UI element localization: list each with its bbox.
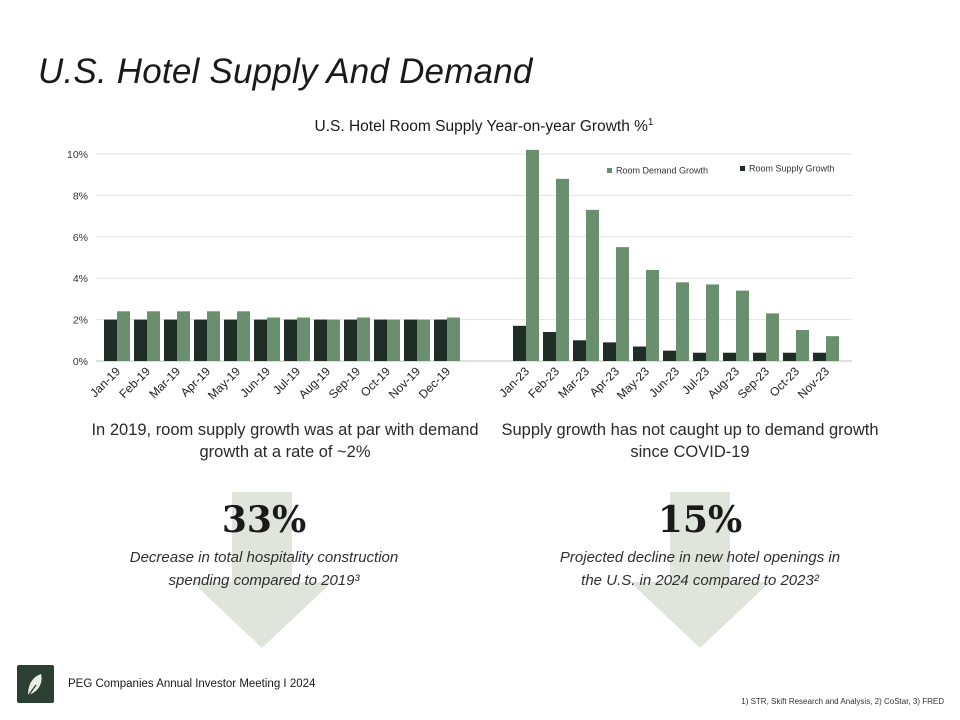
bar-demand-oct-19 [387,319,400,361]
bar-demand-aug-23 [736,290,749,361]
bar-supply-may-23 [633,346,646,361]
y-tick-label: 8% [73,190,88,202]
chart-title: U.S. Hotel Room Supply Year-on-year Grow… [315,117,654,135]
bar-demand-jan-19 [117,311,130,361]
bar-supply-apr-19 [194,319,207,361]
chart-legend: Room Demand Growth Room Supply Growth [607,164,835,176]
x-tick-label: Mar-23 [555,364,592,401]
x-tick-label: Feb-19 [116,364,153,401]
bar-demand-aug-19 [327,319,340,361]
chart-y-ticks: 0% 2% 4% 6% 8% 10% [67,149,88,368]
bar-supply-jul-19 [284,319,297,361]
x-tick-label: Aug-23 [705,364,742,401]
bar-supply-sep-23 [753,352,766,361]
x-tick-label: Jun-19 [237,364,273,400]
bar-supply-sep-19 [344,319,357,361]
x-tick-label: Jan-23 [496,364,532,400]
bar-supply-nov-19 [404,319,417,361]
bar-demand-jun-19 [267,317,280,361]
bar-demand-mar-19 [177,311,190,361]
leaf-logo-icon [17,665,54,703]
chart-title-text: U.S. Hotel Room Supply Year-on-year Grow… [315,118,649,135]
bar-supply-jun-23 [663,350,676,361]
growth-chart: U.S. Hotel Room Supply Year-on-year Grow… [67,117,852,402]
bar-demand-nov-23 [826,336,839,361]
y-tick-label: 6% [73,232,88,244]
x-tick-label: Jan-19 [87,364,123,400]
stat-description: Decrease in total hospitality constructi… [129,549,399,589]
x-tick-label: Nov-19 [386,364,423,401]
bar-demand-sep-19 [357,317,370,361]
y-tick-label: 10% [67,149,88,161]
bar-demand-mar-23 [586,209,599,361]
x-tick-label: Dec-19 [416,364,453,401]
x-tick-label: May-19 [205,364,243,402]
bar-supply-oct-19 [374,319,387,361]
legend-swatch [740,166,745,171]
x-tick-label: Aug-19 [296,364,333,401]
bar-supply-jun-19 [254,319,267,361]
stat-hotel-openings: 15% Projected decline in new hotel openi… [530,492,870,648]
stat-construction-spending: 33% Decrease in total hospitality constr… [94,492,434,648]
bar-supply-jul-23 [693,352,706,361]
stat-description: Projected decline in new hotel openings … [559,549,841,589]
bar-demand-nov-19 [417,319,430,361]
y-tick-label: 4% [73,273,88,285]
bar-supply-aug-19 [314,319,327,361]
caption-2019: In 2019, room supply growth was at par w… [91,421,479,461]
y-tick-label: 0% [73,356,88,368]
bar-supply-oct-23 [783,352,796,361]
chart-bars [104,149,839,361]
bar-supply-feb-19 [134,319,147,361]
down-arrow-icon [630,492,770,648]
bar-demand-apr-19 [207,311,220,361]
stat-value: 33% [221,499,307,541]
bar-demand-jun-23 [676,282,689,361]
x-tick-label: May-23 [614,364,652,402]
footer-meeting-text: PEG Companies Annual Investor Meeting I … [68,678,316,690]
caption-2023: Supply growth has not caught up to deman… [501,421,879,461]
legend-label: Room Supply Growth [749,164,835,174]
x-tick-label: Sep-23 [735,364,772,401]
down-arrow-icon [192,492,332,648]
x-tick-label: Feb-23 [525,364,562,401]
bar-demand-sep-23 [766,313,779,361]
x-tick-label: Jun-23 [646,364,682,400]
stat-value: 15% [657,499,743,541]
bar-supply-aug-23 [723,352,736,361]
x-tick-label: Nov-23 [795,364,832,401]
bar-supply-mar-19 [164,319,177,361]
y-tick-label: 2% [73,315,88,327]
bar-demand-jul-19 [297,317,310,361]
x-tick-label: Sep-19 [326,364,363,401]
bar-demand-jul-23 [706,284,719,361]
slide-title: U.S. Hotel Supply And Demand [38,52,533,91]
legend-swatch [607,168,612,173]
bar-supply-apr-23 [603,342,616,361]
chart-x-ticks: Jan-19Feb-19Mar-19Apr-19May-19Jun-19Jul-… [87,364,832,402]
legend-label: Room Demand Growth [616,166,708,176]
chart-title-superscript: 1 [648,117,654,128]
bar-demand-may-23 [646,269,659,361]
bar-supply-nov-23 [813,352,826,361]
bar-demand-apr-23 [616,247,629,361]
bar-supply-may-19 [224,319,237,361]
bar-demand-may-19 [237,311,250,361]
bar-supply-feb-23 [543,332,556,361]
bar-demand-oct-23 [796,329,809,361]
bar-demand-jan-23 [526,149,539,361]
bar-supply-jan-19 [104,319,117,361]
bar-supply-mar-23 [573,340,586,361]
bar-demand-feb-23 [556,178,569,361]
bar-demand-feb-19 [147,311,160,361]
bar-demand-dec-19 [447,317,460,361]
chart-gridlines [96,153,852,362]
footer-sources: 1) STR, Skift Research and Analysis, 2) … [741,697,944,706]
bar-supply-dec-19 [434,319,447,361]
x-tick-label: Mar-19 [146,364,183,401]
bar-supply-jan-23 [513,325,526,361]
